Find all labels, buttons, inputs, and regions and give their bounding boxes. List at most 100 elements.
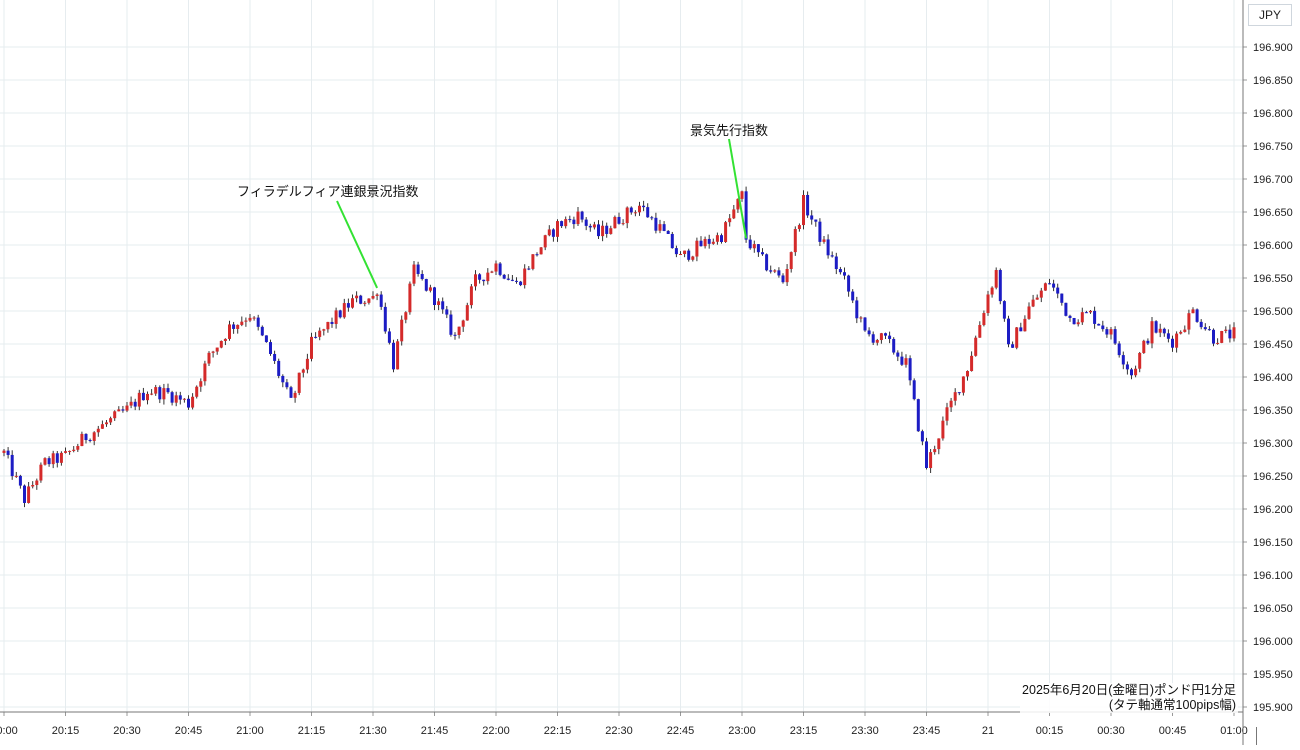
- candle-down: [769, 270, 773, 272]
- candle-down: [482, 279, 486, 282]
- y-tick-label: 196.850: [1253, 75, 1293, 87]
- candle-down: [1011, 344, 1015, 348]
- candle-up: [937, 438, 941, 450]
- candle-down: [662, 224, 666, 231]
- candle-up: [318, 330, 322, 337]
- candle-up: [117, 409, 121, 412]
- candle-up: [228, 324, 231, 339]
- candle-up: [1183, 329, 1187, 332]
- candle-up: [990, 287, 994, 295]
- candle-down: [141, 392, 145, 401]
- candle-up: [1224, 329, 1228, 331]
- candle-down: [1162, 328, 1166, 334]
- candle-up: [211, 351, 215, 353]
- candle-up: [14, 475, 18, 477]
- candle-down: [256, 317, 260, 327]
- candle-up: [109, 418, 113, 423]
- candle-down: [359, 295, 363, 304]
- candle-down: [18, 475, 22, 486]
- candle-down: [916, 399, 920, 432]
- candle-up: [592, 224, 596, 228]
- candle-up: [941, 420, 945, 439]
- annotation-label-philly-fed: フィラデルフィア連銀景況指数: [237, 184, 419, 199]
- candle-down: [834, 256, 838, 270]
- candle-up: [469, 286, 473, 306]
- candle-up: [929, 452, 933, 469]
- candle-down: [1199, 321, 1203, 328]
- candle-up: [1015, 327, 1019, 348]
- candle-down: [330, 321, 334, 324]
- grid-lines: [0, 0, 1243, 712]
- candle-up: [1027, 306, 1031, 319]
- candle-up: [695, 240, 699, 257]
- candle-up: [219, 340, 223, 348]
- candle-down: [650, 217, 654, 219]
- candle-up: [244, 320, 248, 322]
- candle-down: [900, 356, 904, 365]
- candle-down: [551, 229, 555, 237]
- y-tick-label: 196.450: [1253, 339, 1293, 351]
- candle-up: [732, 209, 736, 219]
- x-tick-label: 00:45: [1159, 725, 1187, 737]
- currency-label[interactable]: JPY: [1248, 4, 1292, 26]
- candle-up: [933, 449, 937, 453]
- y-tick-label: 196.150: [1253, 537, 1293, 549]
- candle-up: [961, 376, 965, 393]
- candle-up: [1191, 309, 1195, 314]
- candle-up: [543, 235, 547, 248]
- candle-up: [342, 303, 346, 318]
- candle-down: [47, 458, 51, 465]
- candle-up: [523, 268, 527, 286]
- candle-up: [64, 451, 67, 453]
- candle-down: [744, 191, 748, 240]
- chart-caption: 2025年6月20日(金曜日)ポンド円1分足 (タテ軸通常100pips幅): [1020, 683, 1238, 713]
- candle-down: [1130, 369, 1133, 376]
- candle-down: [10, 454, 14, 477]
- candle-up: [371, 295, 375, 299]
- y-tick-label: 195.900: [1253, 702, 1293, 714]
- candle-up: [1080, 312, 1084, 323]
- candle-up: [736, 198, 740, 210]
- candle-up: [1076, 322, 1080, 325]
- candle-down: [871, 334, 875, 343]
- candle-up: [1179, 331, 1183, 334]
- candle-up: [248, 317, 252, 321]
- candle-down: [170, 392, 174, 403]
- candle-up: [137, 392, 141, 407]
- candle-up: [986, 294, 990, 314]
- x-tick-label: 22:45: [667, 725, 695, 737]
- candle-up: [638, 205, 641, 213]
- candle-down: [314, 336, 318, 338]
- candle-up: [1158, 328, 1162, 333]
- candle-down: [392, 342, 395, 370]
- candle-down: [433, 287, 436, 305]
- candle-down: [687, 250, 691, 260]
- candle-up: [105, 422, 108, 425]
- candle-up: [1232, 327, 1236, 339]
- candle-down: [957, 392, 961, 394]
- candle-up: [613, 216, 617, 229]
- candle-down: [584, 219, 588, 226]
- candle-down: [605, 225, 609, 234]
- candle-up: [711, 241, 715, 244]
- x-tick-label: 23:15: [790, 725, 818, 737]
- candle-down: [121, 409, 125, 411]
- candle-down: [781, 275, 785, 283]
- caption-line-1: 2025年6月20日(金曜日)ポンド円1分足: [1022, 683, 1236, 697]
- candle-down: [851, 291, 855, 301]
- candle-up: [51, 453, 55, 465]
- candle-up: [457, 326, 461, 335]
- candle-up: [72, 449, 76, 451]
- candle-down: [818, 221, 822, 242]
- y-tick-label: 196.550: [1253, 273, 1293, 285]
- candle-down: [855, 300, 859, 319]
- caption-line-2: (タテ軸通常100pips幅): [1108, 698, 1236, 712]
- candle-down: [1166, 333, 1170, 339]
- candle-down: [1195, 309, 1199, 322]
- candle-down: [646, 207, 650, 218]
- candle-down: [1105, 329, 1109, 335]
- candle-up: [1023, 318, 1027, 332]
- candle-up: [412, 264, 416, 284]
- candle-down: [756, 244, 760, 253]
- candle-down: [1203, 327, 1207, 330]
